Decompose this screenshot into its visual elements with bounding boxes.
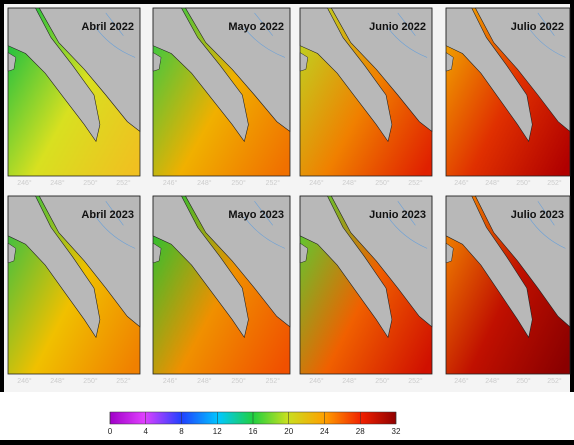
lon-label: 248°: [197, 377, 212, 385]
lon-label: 250°: [83, 377, 98, 385]
rivers: [244, 12, 286, 58]
lon-label: 248°: [342, 377, 357, 385]
lon-label: 248°: [342, 179, 357, 187]
peninsula: [152, 7, 249, 143]
lon-label: 248°: [485, 179, 500, 187]
rivers: [244, 201, 286, 249]
map-panel: Junio 2023: [299, 195, 433, 375]
lon-label: 250°: [83, 179, 98, 187]
colorbar-label: 4: [144, 427, 149, 436]
lon-label: 246°: [454, 377, 469, 385]
colorbar-label: 12: [213, 427, 222, 436]
panel-frame: [445, 7, 571, 177]
peninsula: [299, 195, 393, 339]
rivers: [387, 201, 428, 249]
panel-frame: [445, 195, 571, 375]
colorbar-label: 20: [284, 427, 293, 436]
lon-label: 248°: [50, 377, 65, 385]
panel-title: Mayo 2023: [228, 209, 284, 221]
colorbar-label: 32: [392, 427, 401, 436]
panel-frame: [299, 195, 433, 375]
map-panel: Julio 2023: [445, 195, 571, 375]
lon-label: 248°: [485, 377, 500, 385]
lon-label: 248°: [197, 179, 212, 187]
lon-label: 246°: [163, 377, 178, 385]
peninsula: [7, 195, 101, 339]
colorbar-label: 8: [179, 427, 184, 436]
lon-label: 252°: [408, 179, 423, 187]
panel-title: Julio 2022: [511, 21, 564, 33]
panel-title: Julio 2023: [511, 209, 564, 221]
rivers: [528, 201, 566, 249]
colorbar-label: 24: [320, 427, 329, 436]
map-panel: Mayo 2022: [152, 7, 291, 177]
lon-label: 250°: [516, 377, 531, 385]
lon-label: 252°: [408, 377, 423, 385]
rivers: [528, 12, 566, 58]
panel-title: Junio 2023: [369, 209, 426, 221]
lon-label: 246°: [454, 179, 469, 187]
lon-label: 252°: [116, 179, 131, 187]
panel-title: Junio 2022: [369, 21, 426, 33]
lon-label: 252°: [547, 179, 562, 187]
rivers: [95, 201, 136, 249]
lon-label: 252°: [547, 377, 562, 385]
panel-frame: [152, 7, 291, 177]
lon-label: 246°: [309, 377, 324, 385]
lon-label: 252°: [116, 377, 131, 385]
peninsula: [152, 195, 249, 339]
lon-label: 246°: [163, 179, 178, 187]
map-panel: Abril 2023: [7, 195, 141, 375]
panel-title: Abril 2022: [81, 21, 134, 33]
peninsula: [445, 7, 533, 143]
lon-label: 250°: [375, 179, 390, 187]
colorbar-label: 0: [108, 427, 113, 436]
lon-label: 250°: [375, 377, 390, 385]
lon-label: 246°: [17, 179, 32, 187]
peninsula: [7, 7, 101, 143]
map-panel: Julio 2022: [445, 7, 571, 177]
panel-title: Abril 2023: [81, 209, 134, 221]
rivers: [95, 12, 136, 58]
peninsula: [445, 195, 533, 339]
panel-frame: [7, 195, 141, 375]
map-panel: Junio 2022: [299, 7, 433, 177]
peninsula: [299, 7, 393, 143]
map-panel: Mayo 2023: [152, 195, 291, 375]
lon-label: 250°: [231, 377, 246, 385]
lon-label: 252°: [266, 179, 281, 187]
lon-label: 246°: [309, 179, 324, 187]
panel-title: Mayo 2022: [228, 21, 284, 33]
lon-label: 250°: [231, 179, 246, 187]
map-panel: Abril 2022: [7, 7, 141, 177]
panel-frame: [152, 195, 291, 375]
lon-label: 252°: [266, 377, 281, 385]
colorbar-label: 16: [249, 427, 258, 436]
lon-label: 250°: [516, 179, 531, 187]
lon-label: 246°: [17, 377, 32, 385]
panel-frame: [299, 7, 433, 177]
panel-frame: [7, 7, 141, 177]
colorbar-label: 28: [356, 427, 365, 436]
rivers: [387, 12, 428, 58]
lon-label: 248°: [50, 179, 65, 187]
